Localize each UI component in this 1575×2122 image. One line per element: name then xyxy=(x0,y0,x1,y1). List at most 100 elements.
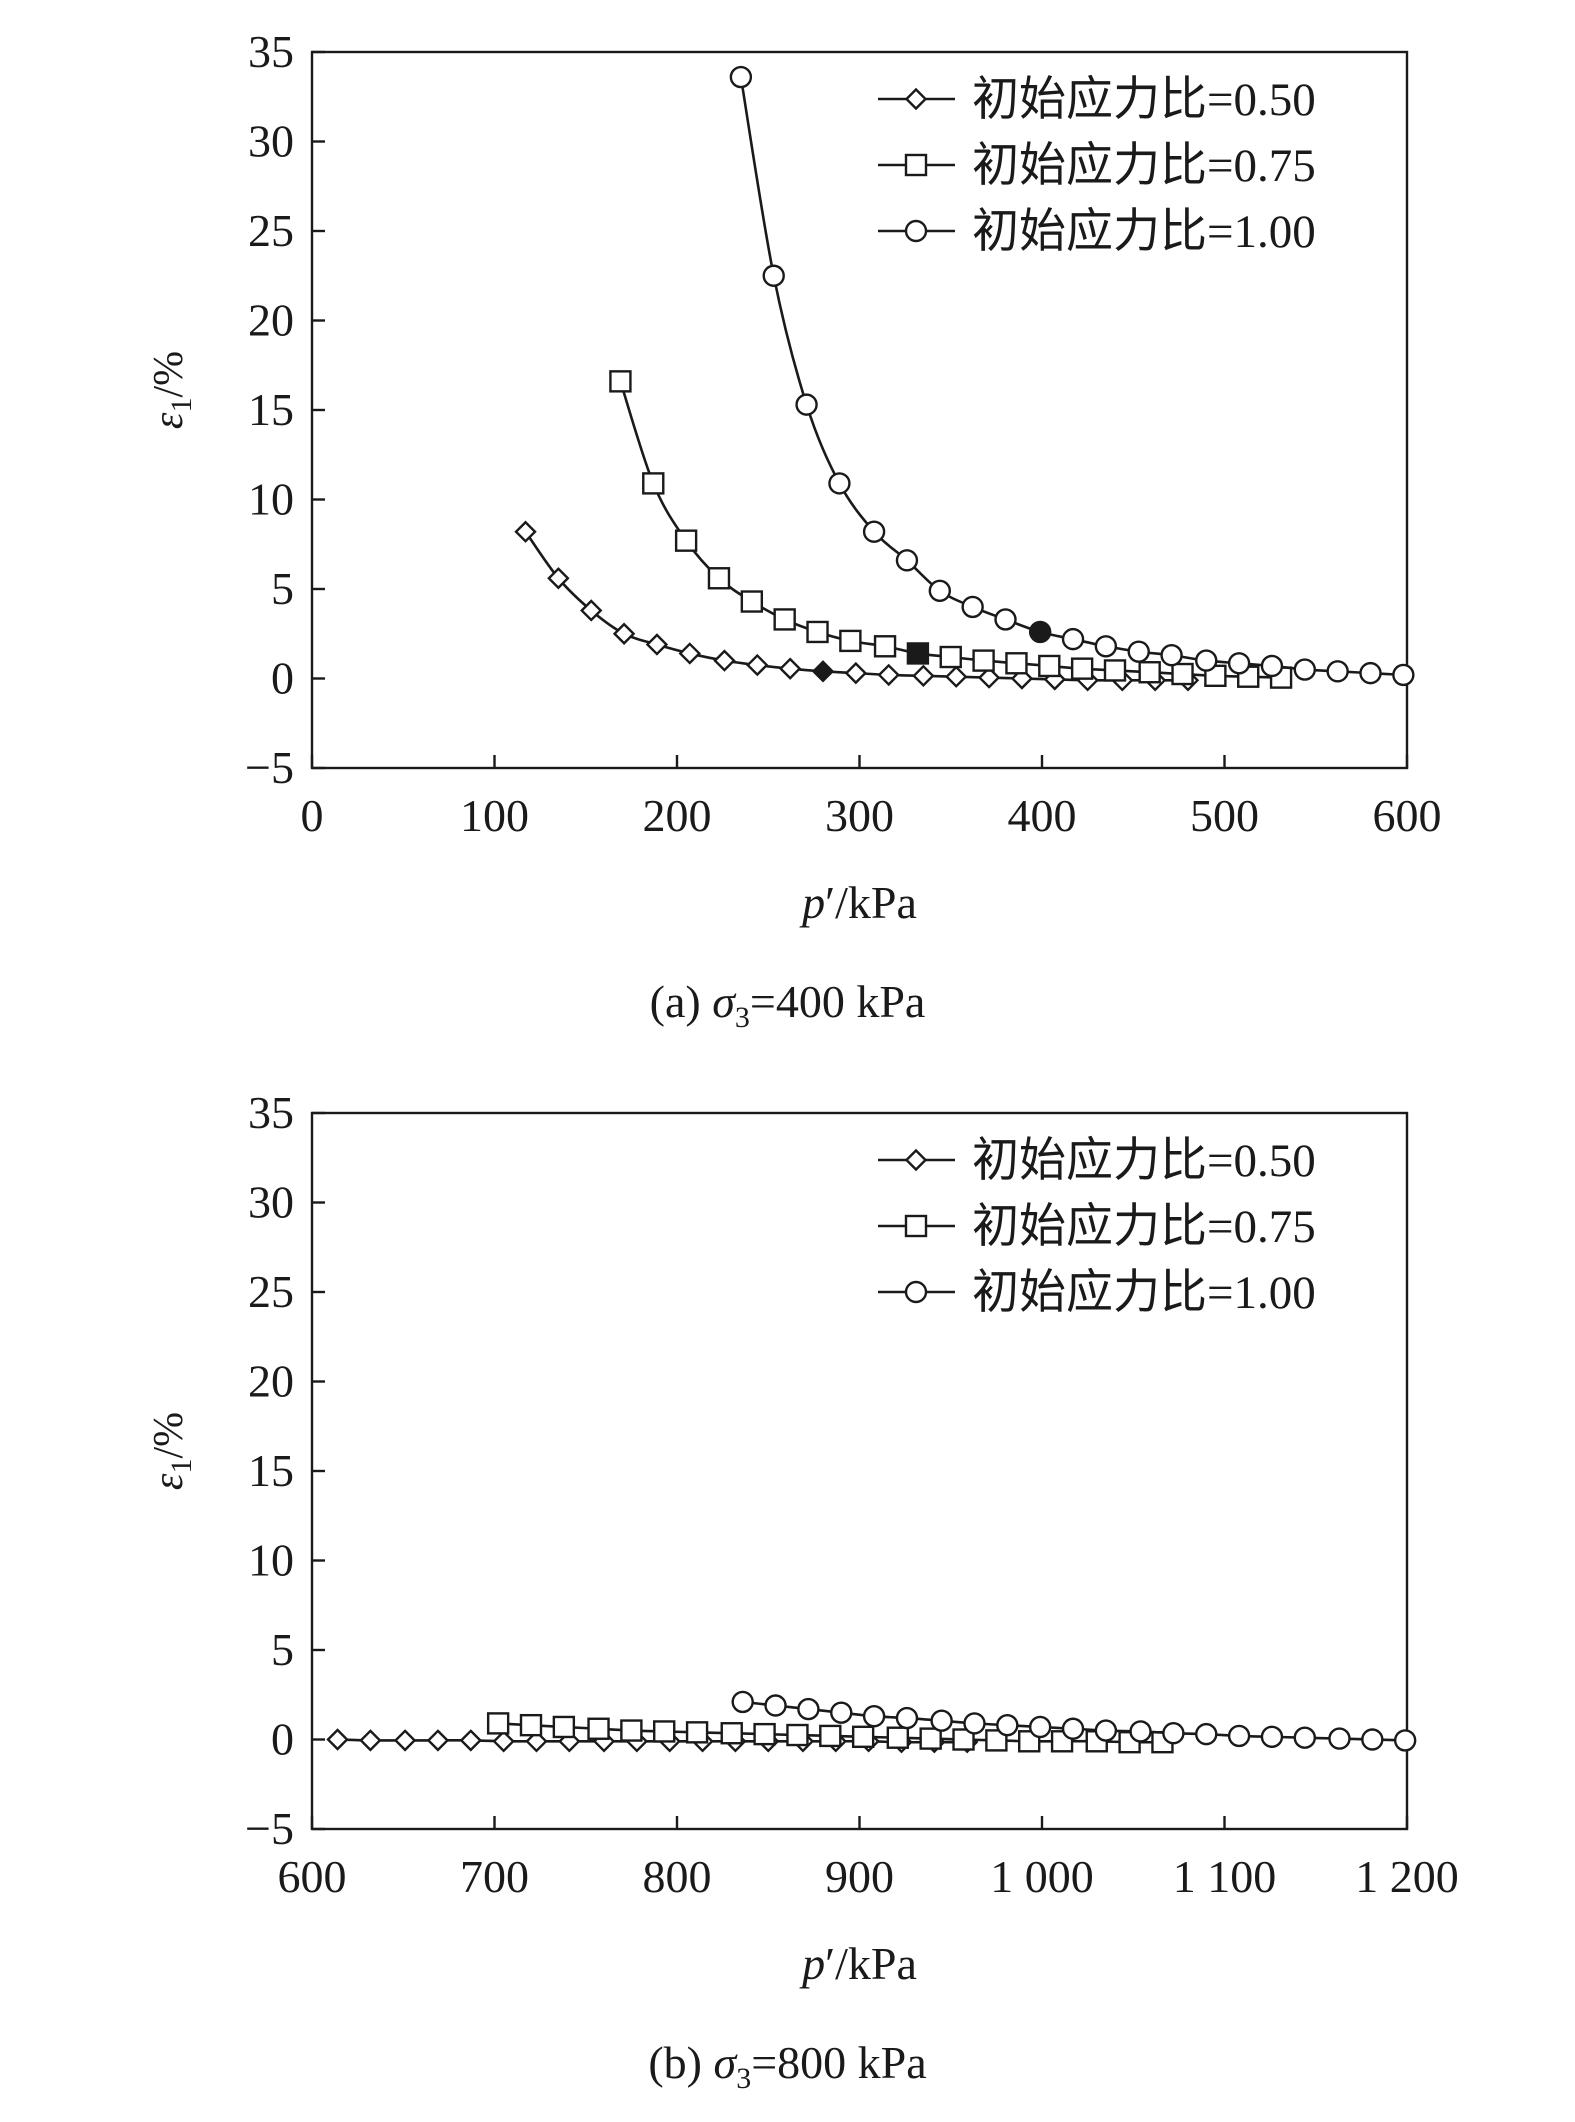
chart-b-y-axis-title: ε1/% xyxy=(146,1412,198,1490)
chart-a-series-2-point xyxy=(839,629,862,653)
chart-b-series-3-point xyxy=(862,1705,886,1728)
chart-a-series-2-point xyxy=(1005,652,1028,675)
chart-b-series-3-point xyxy=(830,1701,853,1724)
chart-b-series-1 xyxy=(326,1728,979,1754)
chart-a-series-2-point xyxy=(1038,654,1061,678)
chart-a-legend-entry-2: 初始应力比=0.75 xyxy=(878,140,1316,192)
chart-b-series-3-point xyxy=(1293,1726,1317,1749)
chart-b-series-1-point xyxy=(359,1729,382,1752)
chart-b-series-2-point xyxy=(985,1729,1008,1752)
chart-b-series-2-point xyxy=(552,1715,576,1739)
chart-a-x-tick-label: 600 xyxy=(1373,790,1442,841)
chart-b-series-2-point xyxy=(486,1712,510,1735)
chart-a-caption: (a) σ3=400 kPa xyxy=(649,976,926,1035)
chart-b-x-tick-label: 700 xyxy=(460,1851,529,1902)
chart-b-x-tick-label: 1 100 xyxy=(1173,1851,1277,1902)
chart-a-legend-label: 初始应力比=0.75 xyxy=(972,140,1316,192)
chart-a-series-2-point xyxy=(806,620,829,644)
chart-b-series-2-point xyxy=(720,1722,743,1745)
chart-b-series-3-point xyxy=(1195,1722,1218,1746)
chart-b-series-3-point xyxy=(1094,1719,1118,1742)
chart-a-series-1-point xyxy=(778,657,802,680)
chart-b-series-2-point xyxy=(952,1728,975,1751)
chart-b-y-tick-label: 10 xyxy=(248,1535,294,1586)
chart-b-series-1-point xyxy=(326,1728,349,1751)
chart-a-series-3-point xyxy=(762,264,785,287)
chart-b-x-tick-label: 1 200 xyxy=(1355,1851,1459,1902)
chart-b-y-tick-label: 15 xyxy=(248,1445,294,1496)
chart-a-series-2-point xyxy=(1103,659,1127,682)
chart-a-x-tick-label: 100 xyxy=(460,790,529,841)
chart-a-series-1-point xyxy=(514,520,537,543)
chart-a-series-2-point xyxy=(609,370,632,393)
chart-a-y-tick-label: 35 xyxy=(248,26,294,77)
chart-b-legend-marker xyxy=(904,1280,928,1304)
chart-a-series-3-point xyxy=(1326,660,1349,683)
chart-b-x-tick-label: 600 xyxy=(278,1851,347,1902)
chart-a-series-3-point xyxy=(828,472,851,495)
chart-a-series-1-point xyxy=(912,664,935,688)
chart-b-series-3-point xyxy=(1328,1727,1351,1750)
chart-b-series-1-point xyxy=(393,1729,417,1752)
chart-a-legend-label: 初始应力比=0.50 xyxy=(972,74,1316,126)
chart-a-x-tick-label: 200 xyxy=(643,790,712,841)
chart-a-series-1-point xyxy=(580,599,603,622)
chart-b-legend-marker xyxy=(904,1214,928,1238)
chart-b-legend-label: 初始应力比=1.00 xyxy=(972,1267,1316,1319)
chart-a-series-1 xyxy=(514,520,1200,692)
chart-a-series-3-point xyxy=(1127,640,1150,663)
chart-a-series-3-point xyxy=(1392,663,1415,687)
chart-a-series-3-point xyxy=(1061,627,1085,651)
chart-b-legend-entry-1: 初始应力比=0.50 xyxy=(878,1135,1316,1187)
chart-a-x-tick-label: 300 xyxy=(825,790,894,841)
chart-a-y-tick-label: 0 xyxy=(271,653,294,704)
chart-b-series-2-point xyxy=(653,1720,676,1743)
chart-a-series-1-point xyxy=(844,661,868,685)
chart-b-y-tick-label: 30 xyxy=(248,1177,294,1228)
chart-b-y-tick-label: 0 xyxy=(271,1714,294,1765)
chart-a-series-2-point xyxy=(642,472,665,495)
chart-b-series-2-point xyxy=(685,1721,709,1744)
chart-b-series-2-point xyxy=(819,1724,842,1748)
chart-b-series-3-point xyxy=(1260,1725,1284,1749)
chart-b-x-tick-label: 900 xyxy=(825,1851,894,1902)
chart-a-y-axis-title: ε1/% xyxy=(146,351,198,429)
chart-panel-a: −5 0 5 10 15 20 25 30 35 0 100 200 300 400 500 600 p′/kP… xyxy=(146,26,1442,1035)
chart-a-legend-label: 初始应力比=1.00 xyxy=(972,206,1316,258)
chart-a-y-tick-label: 20 xyxy=(248,295,294,346)
chart-a-series-2-point xyxy=(1138,661,1161,684)
chart-a-series-3-point xyxy=(862,520,886,543)
chart-b-series-2-point xyxy=(919,1727,942,1750)
chart-b-y-tick-label: 5 xyxy=(271,1624,294,1675)
chart-a-series-3-point xyxy=(1195,649,1218,672)
chart-a-series-3-point xyxy=(895,549,919,572)
chart-a-legend-entry-3: 初始应力比=1.00 xyxy=(878,206,1316,258)
chart-a-series-1-point xyxy=(645,633,669,656)
chart-a-series-3-point xyxy=(1293,658,1317,681)
chart-b-series-3-point xyxy=(1361,1728,1384,1751)
chart-a-series-2-point xyxy=(740,590,764,613)
chart-a-series-2-line xyxy=(619,380,1282,679)
chart-a-series-1-point xyxy=(877,663,900,687)
chart-a-series-3-point xyxy=(1094,635,1118,658)
chart-a-series-2 xyxy=(609,370,1293,689)
chart-a-series-1-point xyxy=(811,660,835,683)
chart-b-y-tick-label: 20 xyxy=(248,1356,294,1407)
chart-a-series-2-point xyxy=(906,642,930,665)
chart-b-legend-label: 初始应力比=0.75 xyxy=(972,1201,1316,1253)
chart-a-x-axis-title: p′/kPa xyxy=(799,877,917,928)
chart-a-series-2-point xyxy=(707,567,731,590)
chart-a-legend-marker xyxy=(904,87,928,111)
chart-a-y-tick-label: 10 xyxy=(248,474,294,525)
chart-a-series-1-point xyxy=(547,567,570,590)
chart-b-caption: (b) σ3=800 kPa xyxy=(648,2037,927,2096)
chart-b-series-3-point xyxy=(797,1697,820,1721)
chart-b-series-1-point xyxy=(426,1729,450,1752)
chart-a-legend-entry-1: 初始应力比=0.50 xyxy=(878,74,1316,126)
chart-a-series-3-point xyxy=(1260,654,1284,678)
chart-b-legend-entry-3: 初始应力比=1.00 xyxy=(878,1267,1316,1319)
chart-b-series-2 xyxy=(486,1712,1174,1754)
chart-a-x-tick-label: 0 xyxy=(301,790,324,841)
chart-b-series-3-point xyxy=(764,1694,787,1717)
